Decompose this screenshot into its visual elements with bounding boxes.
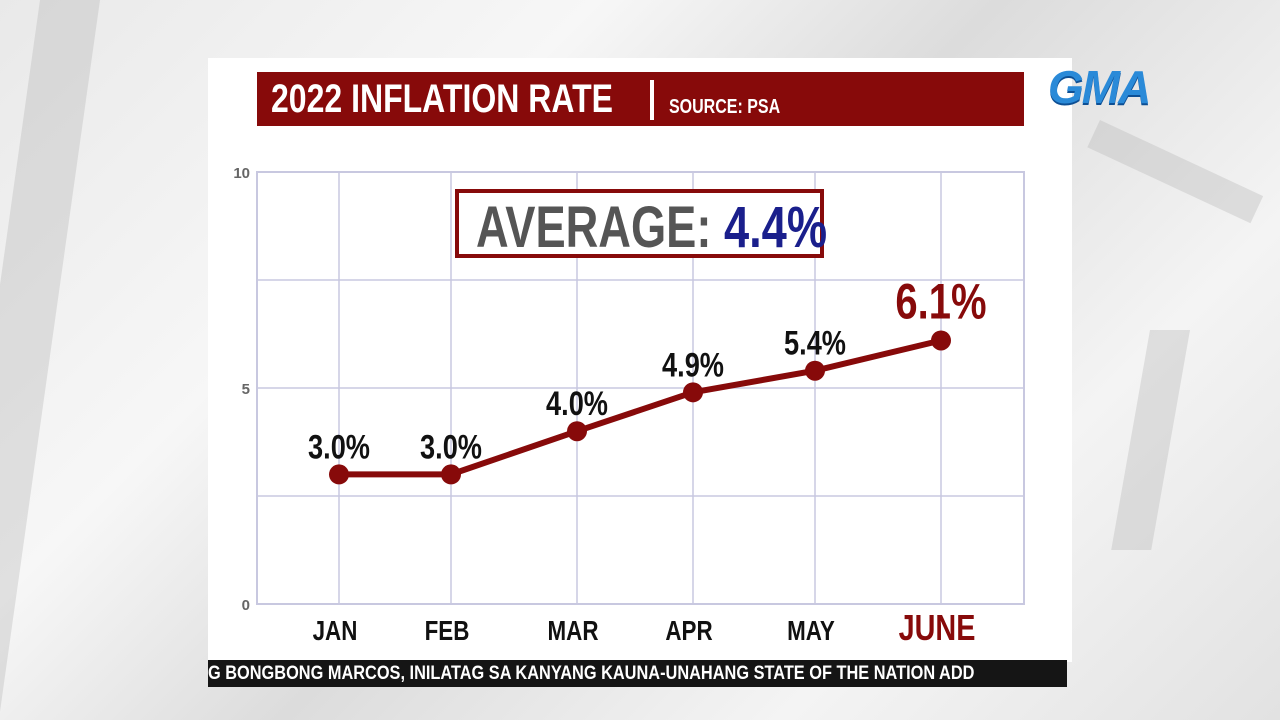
series-line <box>339 337 942 478</box>
x-tick-label: JUNE <box>899 607 976 648</box>
data-point <box>329 464 349 485</box>
data-point <box>441 464 461 485</box>
data-point <box>931 330 951 351</box>
data-label: 5.4% <box>784 324 846 363</box>
data-point <box>567 421 587 442</box>
x-tick-label: JAN <box>313 616 358 647</box>
data-point <box>683 382 703 403</box>
news-ticker: G BONGBONG MARCOS, INILATAG SA KANYANG K… <box>208 660 1067 687</box>
title-bar: 2022 INFLATION RATE SOURCE: PSA <box>257 72 1024 126</box>
data-point <box>805 360 825 381</box>
gma-logo: GMA <box>1048 61 1151 113</box>
x-tick-label: FEB <box>425 616 470 647</box>
data-label: 4.9% <box>662 345 724 384</box>
x-tick-label: MAR <box>548 616 599 647</box>
title-separator <box>650 80 654 120</box>
source-label: SOURCE: PSA <box>669 96 781 118</box>
y-tick-label: 10 <box>233 165 250 182</box>
chart-panel <box>208 58 1072 662</box>
average-box <box>455 189 824 258</box>
x-tick-label: APR <box>665 616 712 647</box>
y-tick-label: 0 <box>242 597 250 614</box>
data-label: 4.0% <box>546 384 608 423</box>
average-value: 4.4% <box>724 196 827 261</box>
ticker-text: G BONGBONG MARCOS, INILATAG SA KANYANG K… <box>208 663 975 684</box>
y-tick-label: 5 <box>242 381 250 398</box>
data-label: 6.1% <box>895 273 986 329</box>
data-label: 3.0% <box>308 427 370 466</box>
average-label: AVERAGE: 4.4% <box>476 196 827 261</box>
x-tick-label: MAY <box>787 616 835 647</box>
chart-title: 2022 INFLATION RATE <box>271 76 613 121</box>
data-label: 3.0% <box>420 427 482 466</box>
